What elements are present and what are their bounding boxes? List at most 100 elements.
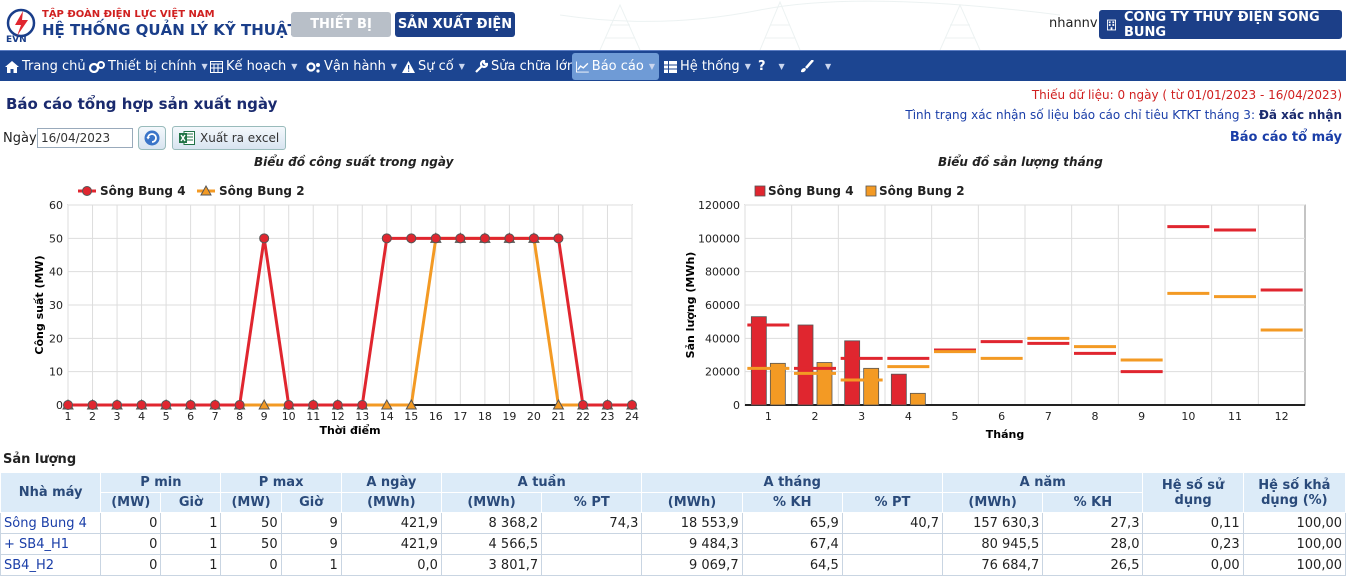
table-cell: 100,00 — [1242, 533, 1346, 555]
section-title: Sản lượng — [3, 452, 77, 467]
x-tick-label: 4 — [905, 410, 912, 423]
excel-icon — [179, 131, 195, 145]
export-excel-button[interactable]: Xuất ra excel — [172, 126, 286, 150]
x-tick-label: 9 — [261, 410, 268, 423]
data-point — [430, 233, 441, 244]
bar — [797, 324, 814, 406]
tab-thiet-bi[interactable]: THIẾT BỊ — [291, 12, 391, 37]
data-point — [234, 400, 245, 410]
data-point — [380, 398, 393, 410]
col-p-min: P min — [100, 472, 222, 493]
x-tick-label: 10 — [282, 410, 296, 423]
tab-san-xuat-dien[interactable]: SẢN XUẤT ĐIỆN — [395, 12, 515, 37]
y-tick-label: 20000 — [705, 366, 740, 379]
data-point — [577, 400, 588, 410]
table-row: + SB4_H1 0 1 50 9 421,9 4 566,5 9 484,3 67,4 80 9… — [0, 533, 1346, 555]
page-title: Báo cáo tổng hợp sản xuất ngày — [6, 95, 278, 113]
nav-help[interactable]: ? ▼ — [758, 51, 785, 82]
legend-label: Sông Bung 2 — [219, 184, 305, 198]
x-tick-label: 10 — [1181, 410, 1195, 423]
col-a-nam: A năm — [942, 472, 1144, 493]
nav-thiet-bi-chinh[interactable]: Thiết bị chính ▼ — [89, 51, 208, 82]
data-point — [357, 400, 368, 410]
subcol: % KH — [1042, 492, 1144, 513]
table-cell: 0,23 — [1142, 533, 1244, 555]
bar — [890, 373, 907, 406]
export-excel-label: Xuất ra excel — [200, 131, 280, 145]
y-tick-label: 60 — [49, 199, 63, 212]
plant-name-link[interactable]: Sông Bung 4 — [0, 512, 102, 534]
chevron-down-icon: ▼ — [825, 62, 832, 71]
y-tick-label: 50 — [49, 232, 63, 245]
data-point — [136, 400, 147, 410]
x-tick-label: 5 — [163, 410, 170, 423]
nav-theme[interactable]: ▼ — [800, 51, 831, 82]
table-cell: 0 — [100, 554, 162, 576]
chevron-down-icon: ▼ — [778, 62, 785, 71]
col-a-tuan: A tuần — [440, 472, 643, 493]
plant-name-link[interactable]: + SB4_H1 — [0, 533, 102, 555]
data-point — [504, 233, 515, 244]
table-cell: 3 801,7 — [440, 554, 543, 576]
chart-title: Biểu đồ sản lượng tháng — [938, 155, 1103, 169]
nav-trang-chu[interactable]: Trang chủ — [5, 51, 86, 82]
x-tick-label: 11 — [1228, 410, 1242, 423]
data-point — [185, 400, 196, 410]
x-tick-label: 12 — [1275, 410, 1289, 423]
table-cell: 50 — [220, 533, 282, 555]
table-row: SB4_H2 0 1 0 1 0,0 3 801,7 9 069,7 64,5 76 684,7 2… — [0, 554, 1346, 576]
table-cell: 9 484,3 — [641, 533, 743, 555]
nav-van-hanh[interactable]: Vận hành ▼ — [306, 51, 397, 82]
col-p-max: P max — [220, 472, 342, 493]
x-tick-label: 1 — [765, 410, 772, 423]
nav-he-thong[interactable]: Hệ thống ▼ — [664, 51, 751, 82]
home-icon — [5, 60, 19, 73]
company-button[interactable]: CÔNG TY THỦY ĐIỆN SÔNG BUNG — [1099, 10, 1342, 40]
wrench-icon — [475, 60, 488, 73]
refresh-button[interactable] — [138, 126, 166, 150]
x-tick-label: 1 — [65, 410, 72, 423]
nav-label: Sửa chữa lớn — [491, 59, 576, 74]
nav-su-co[interactable]: Sự cố ▼ — [402, 51, 465, 82]
subcol: % KH — [741, 492, 843, 513]
table-cell: 421,9 — [340, 533, 442, 555]
x-tick-label: 13 — [355, 410, 369, 423]
logo-text: EVN — [6, 35, 27, 45]
nav-label: Trang chủ — [22, 59, 86, 74]
nav-sua-chua-lon[interactable]: Sửa chữa lớn — [475, 51, 575, 82]
table-header-row: Nhà máy P min P max A ngày A tuần A thán… — [0, 472, 1346, 513]
x-tick-label: 14 — [380, 410, 394, 423]
data-point — [332, 400, 343, 410]
bar — [844, 340, 861, 406]
data-point — [602, 400, 613, 410]
data-point — [63, 400, 73, 410]
col-a-thang: A tháng — [641, 472, 944, 493]
nav-bao-cao[interactable]: Báo cáo ▼ — [572, 53, 659, 80]
x-tick-label: 6 — [187, 410, 194, 423]
x-tick-label: 19 — [502, 410, 516, 423]
subcol: (MWh) — [942, 492, 1044, 513]
subcol: (MWh) — [340, 492, 442, 513]
table-cell: 80 945,5 — [942, 533, 1044, 555]
y-axis-label: Công suất (MW) — [33, 255, 46, 354]
header-decoration — [560, 0, 1060, 50]
y-tick-label: 80000 — [705, 266, 740, 279]
subcol: (MW) — [100, 492, 162, 513]
data-point — [552, 398, 565, 410]
plant-name-link[interactable]: SB4_H2 — [0, 554, 102, 576]
line-chart-icon — [576, 61, 589, 72]
user-name[interactable]: nhannv — [1049, 16, 1098, 31]
x-tick-label: 8 — [1092, 410, 1099, 423]
evn-logo-icon — [6, 8, 36, 38]
subcol: Giờ — [160, 492, 222, 513]
nav-ke-hoach[interactable]: Kế hoạch ▼ — [210, 51, 297, 82]
data-point — [283, 400, 294, 410]
report-unit-link[interactable]: Báo cáo tổ máy — [1229, 130, 1342, 145]
data-point — [161, 400, 172, 410]
date-input[interactable] — [37, 128, 133, 148]
bar — [863, 367, 880, 406]
nav-label: Báo cáo — [591, 59, 644, 74]
x-tick-label: 9 — [1138, 410, 1145, 423]
x-tick-label: 18 — [478, 410, 492, 423]
